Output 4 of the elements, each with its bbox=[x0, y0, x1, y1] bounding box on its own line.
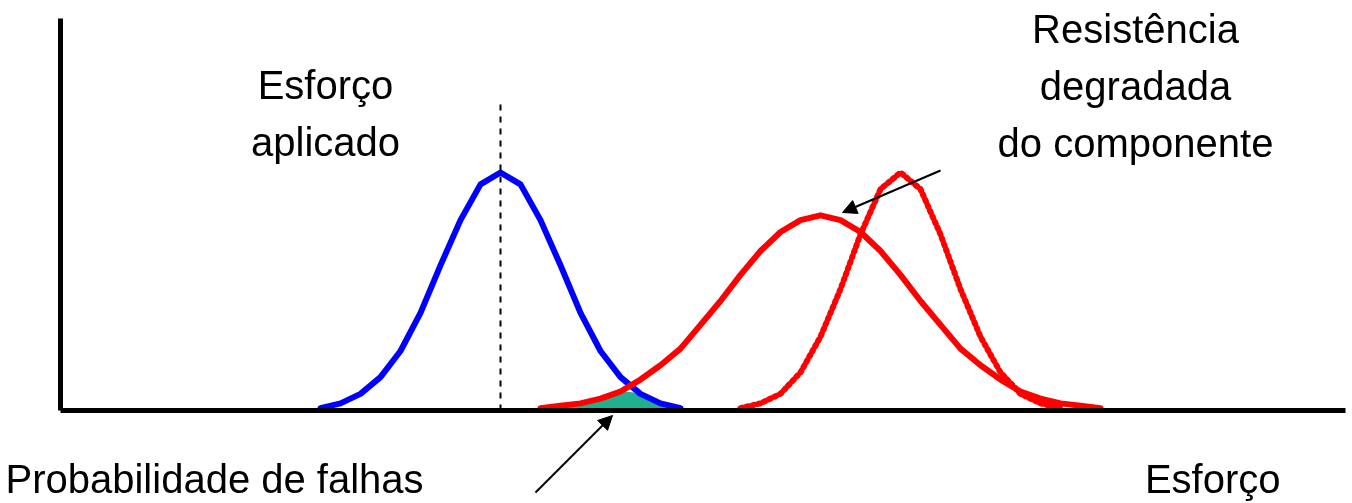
text: Probabilidade de falhas bbox=[5, 456, 424, 501]
x-axis-title: Esforço bbox=[1144, 456, 1281, 501]
text: Esforço aplicado bbox=[251, 62, 401, 164]
text: Resistência degradada do componente bbox=[997, 6, 1274, 165]
